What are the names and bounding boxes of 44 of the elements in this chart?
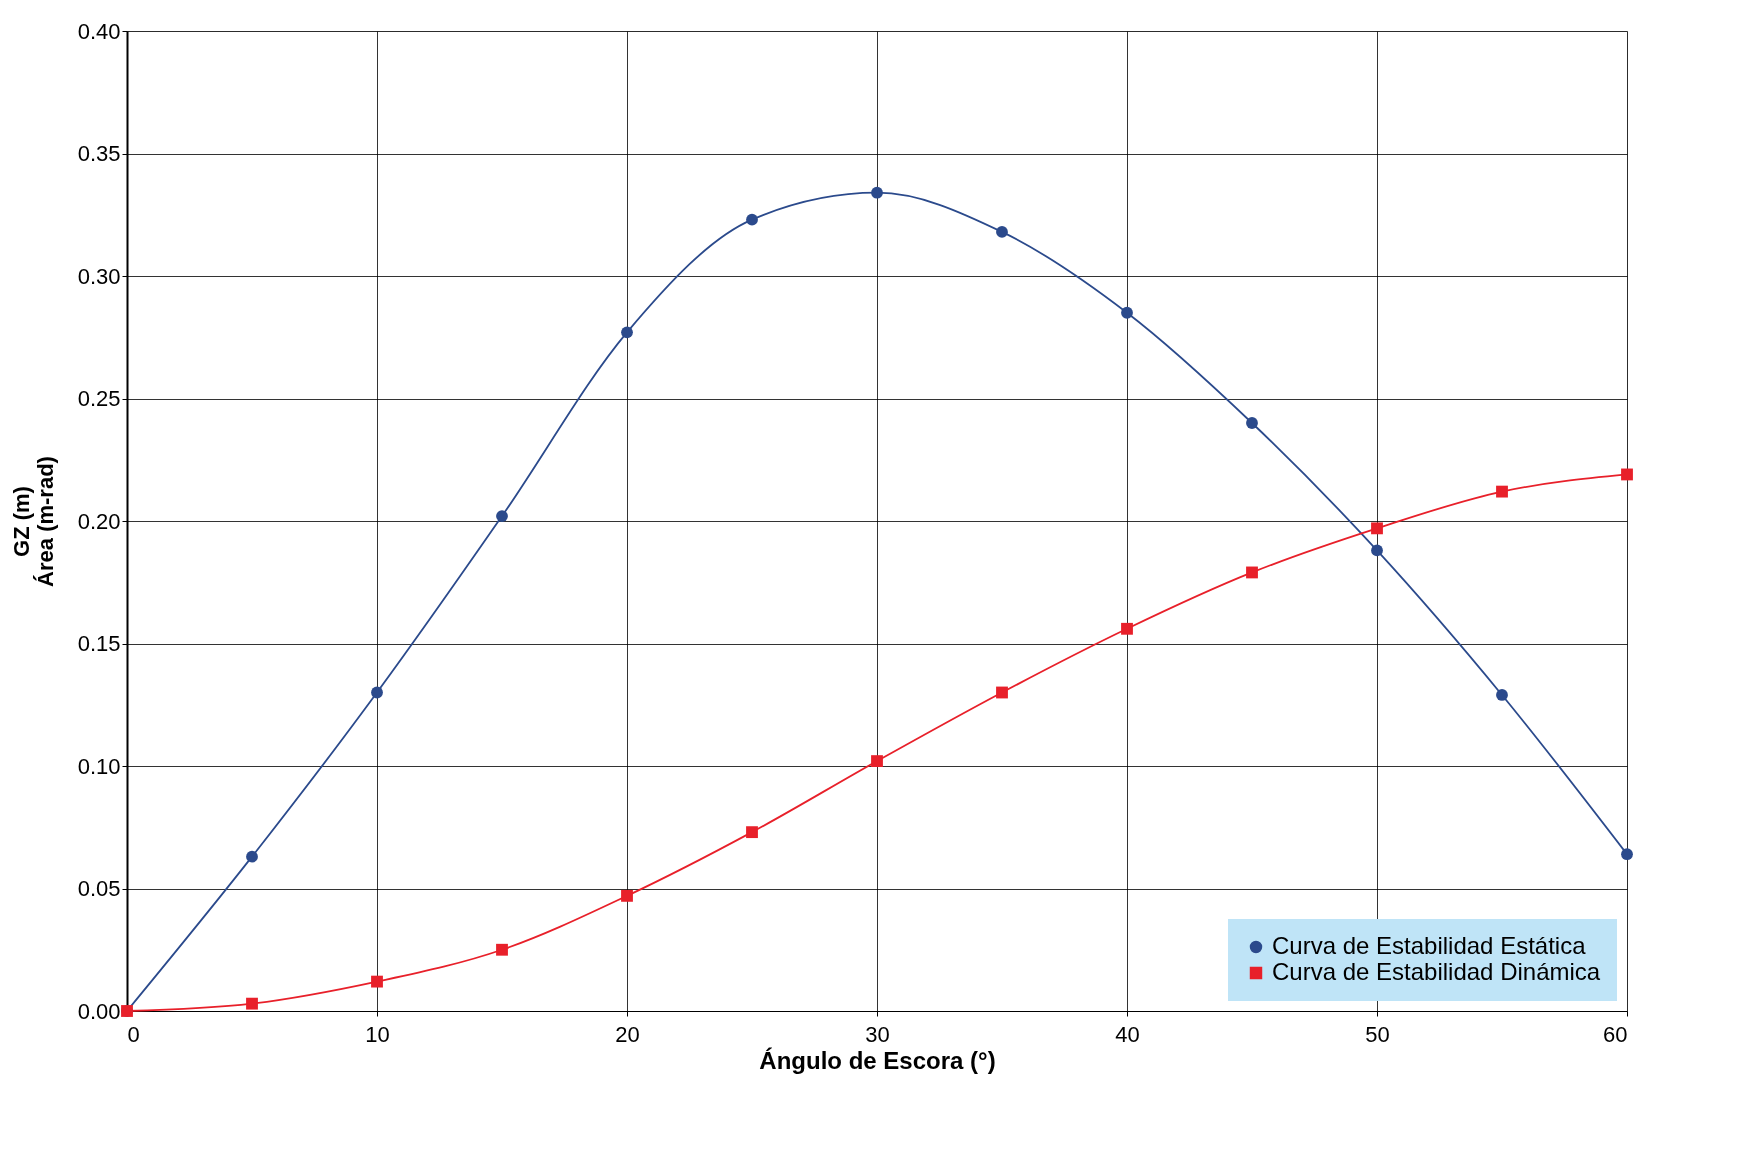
legend-label: Curva de Estabilidad Estática — [1272, 932, 1587, 959]
point — [246, 997, 258, 1010]
point — [871, 755, 883, 768]
point — [621, 326, 633, 339]
point — [496, 510, 508, 522]
y-tick-label: 0.10 — [77, 753, 121, 779]
point — [371, 975, 383, 988]
legend-label: Curva de Estabilidad Dinámica — [1272, 958, 1601, 985]
point — [996, 686, 1008, 699]
x-tick-label: 50 — [1365, 1021, 1390, 1047]
y-tick-label: 0.20 — [77, 508, 121, 534]
x-tick-label: 30 — [865, 1021, 890, 1047]
point — [996, 226, 1008, 238]
point — [1371, 544, 1383, 557]
x-tick-label: 20 — [615, 1021, 640, 1047]
y-tick-label: 0.25 — [77, 386, 121, 411]
point — [1621, 848, 1633, 861]
point — [871, 186, 883, 199]
y-tick-label: 0.35 — [77, 141, 121, 166]
y-axis-title: GZ (m) Área (m-rad) — [8, 456, 58, 587]
y-tick-label: 0.05 — [77, 876, 121, 901]
point — [496, 943, 508, 956]
point — [621, 889, 633, 902]
point — [246, 850, 258, 863]
x-axis-title: Ángulo de Escora (°) — [759, 1046, 996, 1074]
y-tick-label: 0.30 — [77, 263, 121, 289]
point — [371, 686, 383, 699]
point — [1496, 689, 1508, 701]
point — [1121, 306, 1133, 319]
x-tick-label: 10 — [365, 1021, 390, 1047]
point — [1246, 417, 1258, 429]
point — [1496, 485, 1508, 498]
x-tick-label: 40 — [1115, 1021, 1140, 1047]
x-tick-label: 0 — [127, 1021, 140, 1047]
y-tick-label: 0.00 — [77, 998, 121, 1024]
point — [1621, 468, 1633, 481]
point — [746, 213, 758, 226]
point — [1121, 622, 1133, 635]
y-tick-label: 0.40 — [77, 18, 121, 44]
point — [746, 826, 758, 839]
point — [1246, 566, 1258, 579]
x-tick-label: 60 — [1603, 1021, 1628, 1047]
point — [1371, 522, 1383, 535]
y-tick-label: 0.15 — [77, 631, 121, 656]
